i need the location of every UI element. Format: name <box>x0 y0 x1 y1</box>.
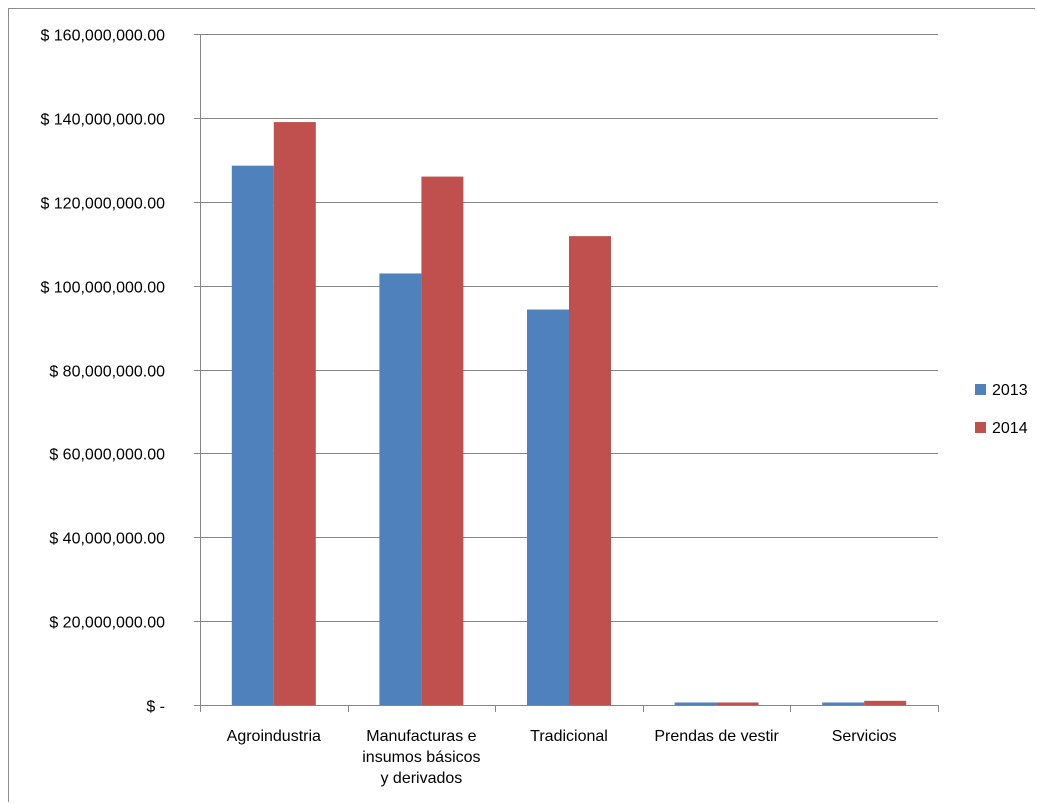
legend-label-2014: 2014 <box>992 420 1028 437</box>
chart-frame <box>8 8 1035 802</box>
legend-swatch-2014 <box>975 422 986 433</box>
bar-2013-3 <box>674 702 717 705</box>
bar-2013-2 <box>527 309 569 705</box>
y-tick-label: $ 100,000,000.00 <box>40 280 165 297</box>
y-tick-label: $ 80,000,000.00 <box>49 364 165 381</box>
bar-2014-1 <box>421 176 464 705</box>
bar-2014-3 <box>716 702 759 705</box>
legend: 2013 2014 <box>975 382 1028 437</box>
legend-label-2013: 2013 <box>992 382 1028 399</box>
x-category-label: insumos básicos <box>362 749 480 766</box>
x-category-label: Tradicional <box>530 728 608 745</box>
y-tick-label: $ 40,000,000.00 <box>49 531 165 548</box>
x-category-label: Prendas de vestir <box>654 728 779 745</box>
y-tick-label: $ 20,000,000.00 <box>49 615 165 632</box>
bar-2014-4 <box>864 700 907 705</box>
bar-2014-0 <box>273 122 316 706</box>
y-tick-label: $ 60,000,000.00 <box>49 447 165 464</box>
axes <box>200 34 939 712</box>
x-category-label: Servicios <box>832 728 897 745</box>
y-tick-label: $ - <box>146 699 165 716</box>
legend-swatch-2013 <box>975 384 986 395</box>
bar-2013-4 <box>822 702 865 705</box>
x-category-label: Agroindustria <box>227 728 321 745</box>
x-category-label: Manufacturas e <box>366 728 476 745</box>
bar-2014-2 <box>569 236 611 706</box>
y-axis-tick-labels: $ - $ 20,000,000.00 $ 40,000,000.00 $ 60,00… <box>40 28 165 716</box>
bars <box>231 122 907 706</box>
x-axis-category-labels: Agroindustria Manufacturas e insumos básic… <box>227 728 897 787</box>
y-tick-label: $ 160,000,000.00 <box>40 28 165 45</box>
bar-2013-0 <box>231 165 274 706</box>
bar-2013-1 <box>379 273 422 705</box>
y-tick-label: $ 140,000,000.00 <box>40 112 165 129</box>
y-tick-label: $ 120,000,000.00 <box>40 196 165 213</box>
x-category-label: y derivados <box>380 770 462 787</box>
